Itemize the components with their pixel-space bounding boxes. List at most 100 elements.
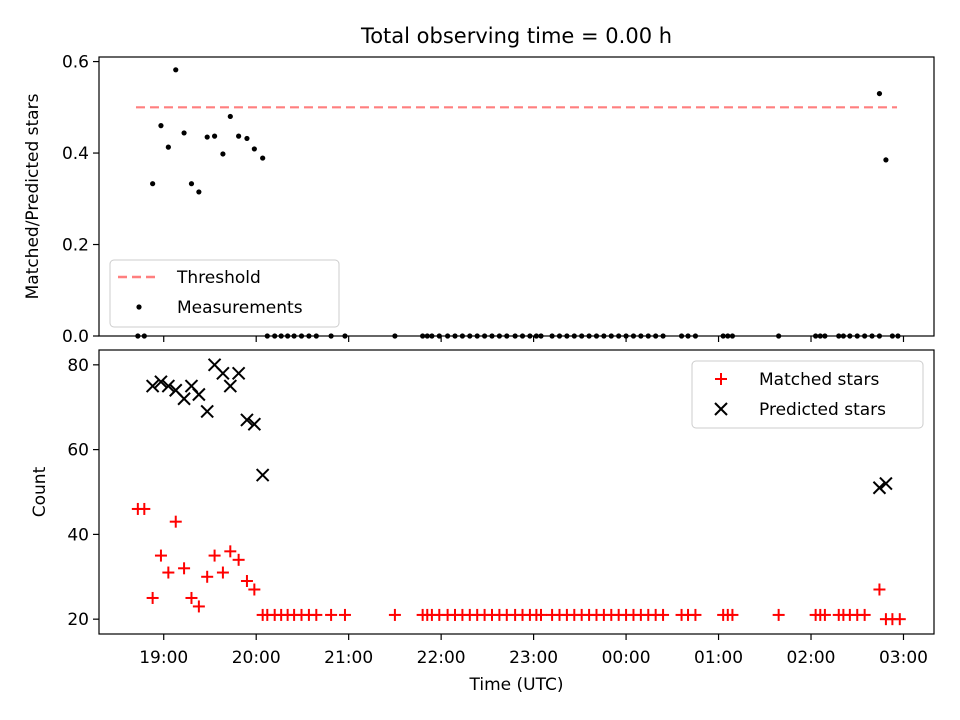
measurement-point (220, 151, 226, 157)
measurement-point (227, 113, 233, 120)
ratio-legend: Threshold Measurements (109, 259, 340, 328)
matched-star-point (248, 583, 261, 596)
x-tick-label: 21:00 (324, 648, 373, 668)
ratio-y-axis-label: Matched/Predicted stars (23, 93, 43, 299)
matched-star-point (689, 608, 702, 621)
matched-star-point (154, 549, 167, 562)
matched-star-point (893, 613, 906, 626)
matched-star-point (216, 566, 229, 579)
matched-star-point (169, 515, 182, 528)
count-x-ticks: 19:00 20:00 21:00 22:00 23:00 00:00 01:00 02:00… (139, 634, 928, 668)
x-tick-label: 02:00 (787, 648, 836, 668)
matched-star-point (138, 502, 151, 515)
measurement-point (883, 157, 889, 163)
count-legend: Matched stars Predicted stars (691, 360, 924, 429)
matched-star-point (192, 600, 205, 613)
measurement-point (204, 134, 210, 140)
predicted-star-point (145, 379, 160, 393)
ratio-plot-frame (98, 56, 935, 337)
predicted-star-point (200, 404, 214, 419)
matched-star-point (858, 608, 871, 621)
matched-star-point (726, 608, 739, 621)
matched-legend-label: Matched stars (759, 370, 879, 390)
count-y-tick-label: 40 (67, 525, 89, 545)
ratio-y-tick-label: 0.4 (62, 144, 89, 164)
measurement-point (211, 133, 218, 139)
measurement-point (165, 144, 171, 150)
matched-star-point (185, 591, 198, 604)
measurements-legend-label: Measurements (177, 298, 303, 318)
matched-star-point (818, 608, 831, 621)
predicted-star-point (872, 481, 887, 495)
measurement-point (260, 155, 266, 161)
x-tick-label: 19:00 (139, 648, 188, 668)
matched-legend-marker (715, 373, 727, 385)
matched-star-point (178, 562, 191, 575)
count-y-tick-label: 80 (67, 356, 89, 376)
measurement-point (150, 181, 156, 187)
matched-star-point (208, 549, 221, 562)
ratio-legend-box (109, 259, 340, 328)
predicted-star-point (154, 375, 168, 389)
predicted-legend-marker (714, 402, 728, 416)
ratio-y-tick-label: 0.0 (62, 327, 89, 347)
matched-star-point (240, 575, 253, 588)
x-tick-label: 01:00 (694, 648, 743, 668)
x-tick-label: 20:00 (232, 648, 281, 668)
matched-star-point (310, 608, 323, 621)
measurement-point (876, 90, 883, 97)
count-y-tick-label: 60 (67, 441, 89, 461)
measurement-point (244, 135, 250, 142)
count-plot-marks (131, 358, 906, 626)
count-plot-frame (98, 349, 935, 635)
matched-star-point (772, 608, 785, 621)
matched-star-point (657, 608, 670, 621)
ratio-y-tick-label: 0.6 (62, 53, 89, 73)
matched-star-point (325, 608, 338, 621)
x-tick-label: 22:00 (417, 648, 466, 668)
ratio-x-ticks (163, 336, 905, 342)
predicted-star-point (223, 379, 238, 393)
x-axis-label: Time (UTC) (469, 675, 564, 695)
ratio-y-tick-label: 0.2 (62, 236, 89, 256)
matched-star-point (338, 608, 351, 621)
measurement-point (158, 123, 164, 129)
matched-star-point (162, 566, 175, 579)
matched-star-point (388, 608, 401, 621)
ratio-y-ticks: 0.0 0.2 0.4 0.6 (62, 53, 99, 347)
matched-star-point (146, 591, 159, 604)
count-y-ticks: 20 40 60 80 (67, 356, 99, 630)
measurement-point (181, 130, 187, 136)
matched-star-point (535, 608, 548, 621)
matched-star-point (873, 583, 886, 596)
count-legend-box (691, 360, 924, 429)
predicted-legend-label: Predicted stars (759, 400, 886, 420)
count-y-axis-label: Count (30, 466, 50, 517)
measurement-point (196, 189, 202, 195)
measurement-point (236, 133, 242, 139)
predicted-star-point (231, 366, 246, 381)
count-panel: 20 40 60 80 19:00 20:00 21:00 22:00 23:00 00:00 0… (30, 349, 935, 695)
predicted-star-point (216, 366, 230, 381)
chart-title: Total observing time = 0.00 h (360, 24, 672, 48)
x-tick-label: 00:00 (602, 648, 651, 668)
count-y-tick-label: 20 (67, 610, 89, 630)
matched-star-point (232, 553, 245, 566)
measurements-legend-marker (136, 304, 142, 310)
measurement-point (251, 146, 257, 152)
threshold-legend-label: Threshold (176, 268, 261, 288)
predicted-star-point (177, 392, 191, 406)
predicted-star-point (161, 379, 176, 393)
predicted-star-point (879, 476, 893, 491)
predicted-star-point (240, 413, 254, 427)
x-tick-label: 03:00 (879, 648, 928, 668)
matched-star-point (201, 570, 214, 583)
predicted-star-point (255, 468, 270, 482)
matched-star-point (224, 545, 237, 558)
measurement-point (188, 181, 195, 187)
predicted-star-point (192, 387, 206, 402)
measurement-point (173, 67, 179, 73)
predicted-star-point (247, 417, 262, 431)
